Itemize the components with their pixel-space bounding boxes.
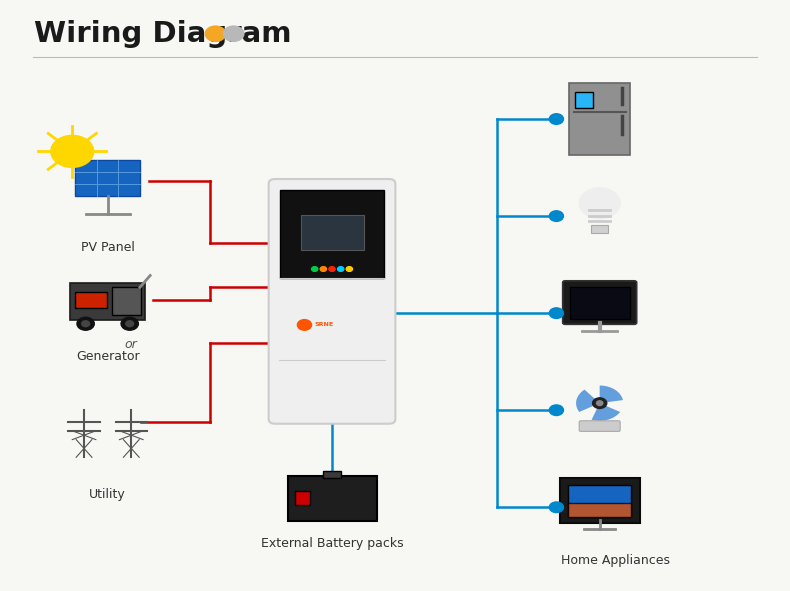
FancyBboxPatch shape [280, 190, 384, 278]
FancyBboxPatch shape [300, 215, 363, 249]
Text: Generator: Generator [76, 350, 140, 363]
FancyBboxPatch shape [579, 421, 620, 431]
FancyBboxPatch shape [269, 179, 395, 424]
FancyBboxPatch shape [74, 292, 107, 309]
Circle shape [346, 267, 352, 271]
FancyBboxPatch shape [570, 287, 630, 319]
Circle shape [592, 398, 607, 408]
Text: Utility: Utility [89, 488, 126, 501]
Circle shape [121, 317, 138, 330]
Text: or: or [125, 337, 137, 350]
FancyBboxPatch shape [575, 92, 592, 108]
Wedge shape [592, 403, 620, 421]
FancyBboxPatch shape [562, 281, 637, 324]
Bar [591, 225, 608, 233]
FancyBboxPatch shape [568, 485, 631, 517]
FancyBboxPatch shape [569, 83, 630, 155]
Circle shape [205, 26, 226, 41]
Circle shape [297, 320, 311, 330]
Wedge shape [576, 389, 600, 412]
Text: PV Panel: PV Panel [81, 241, 134, 254]
Text: Wiring Diagram: Wiring Diagram [35, 20, 292, 48]
Circle shape [51, 135, 94, 167]
Circle shape [549, 113, 563, 124]
Circle shape [549, 211, 563, 222]
FancyBboxPatch shape [568, 504, 631, 517]
Circle shape [329, 267, 335, 271]
FancyBboxPatch shape [70, 283, 145, 320]
FancyBboxPatch shape [295, 491, 310, 505]
Circle shape [549, 308, 563, 319]
FancyBboxPatch shape [75, 160, 140, 196]
FancyBboxPatch shape [288, 476, 377, 521]
Wedge shape [600, 385, 623, 403]
Circle shape [224, 26, 244, 41]
FancyBboxPatch shape [559, 478, 640, 522]
Text: SRNE: SRNE [314, 323, 334, 327]
Circle shape [596, 401, 603, 405]
Circle shape [337, 267, 344, 271]
Circle shape [549, 405, 563, 415]
Text: Home Appliances: Home Appliances [561, 554, 670, 567]
Text: External Battery packs: External Battery packs [261, 537, 404, 550]
Circle shape [549, 502, 563, 512]
Circle shape [311, 267, 318, 271]
FancyBboxPatch shape [111, 287, 141, 316]
Circle shape [579, 188, 620, 219]
Circle shape [126, 321, 134, 327]
Circle shape [77, 317, 94, 330]
Circle shape [81, 321, 89, 327]
FancyBboxPatch shape [322, 471, 341, 479]
Circle shape [320, 267, 326, 271]
